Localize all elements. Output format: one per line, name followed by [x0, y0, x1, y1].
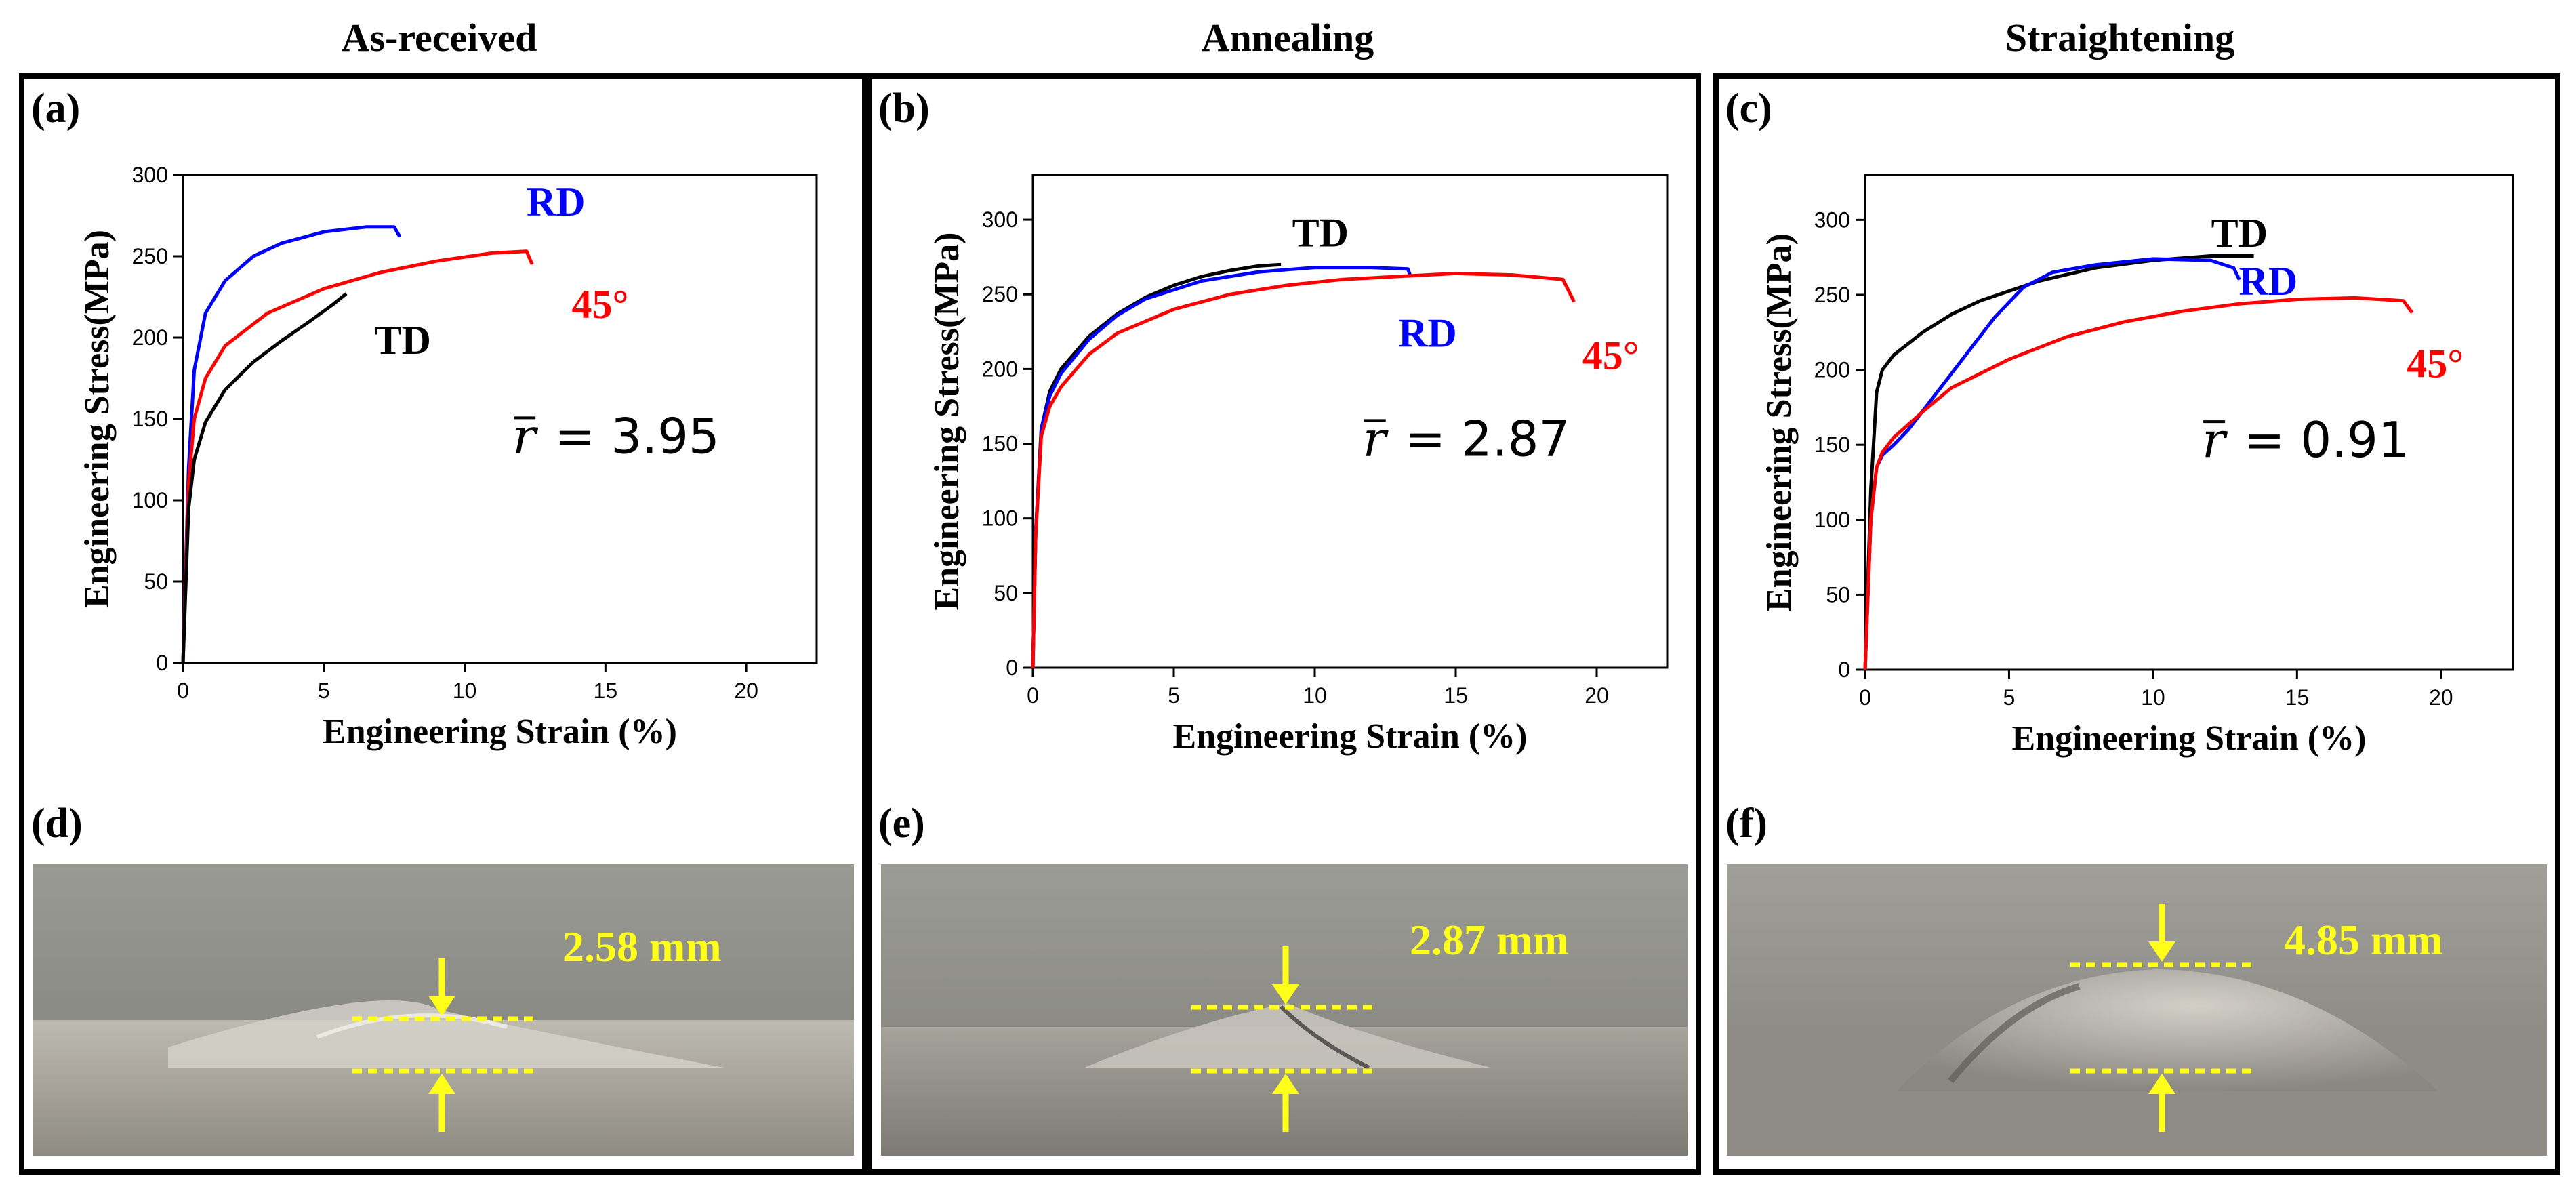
x-tick-label: 5 — [1168, 683, 1180, 708]
x-tick-label: 5 — [318, 678, 330, 703]
r-bar-value: = 3.95 — [554, 407, 720, 464]
y-axis-label: Engineering Stress(MPa) — [928, 232, 966, 611]
x-tick-label: 20 — [1585, 683, 1609, 708]
y-tick-label: 150 — [132, 407, 168, 431]
series-label-td: TD — [375, 318, 431, 363]
y-tick-label: 300 — [132, 163, 168, 187]
r-bar-value: = 2.87 — [1405, 410, 1570, 467]
frame-straightening — [1713, 73, 2560, 1175]
x-tick-label: 10 — [2141, 685, 2165, 710]
panel-label-f: (f) — [1725, 801, 1767, 847]
y-tick-label: 0 — [1838, 657, 1850, 682]
y-tick-label: 50 — [1826, 582, 1850, 607]
y-tick-label: 150 — [982, 432, 1018, 456]
x-tick-label: 10 — [453, 678, 477, 703]
y-tick-label: 50 — [994, 581, 1018, 605]
y-tick-label: 250 — [1814, 283, 1850, 307]
plot-frame — [1864, 174, 2514, 671]
arrow-down-head — [428, 996, 455, 1016]
x-tick-label: 5 — [2003, 685, 2016, 710]
series-label-td: TD — [2211, 211, 2268, 256]
panel-label-a: (a) — [31, 85, 81, 131]
series-label-45deg: 45° — [1582, 333, 1639, 378]
y-tick-label: 200 — [132, 325, 168, 350]
x-axis-label: Engineering Strain (%) — [2012, 719, 2367, 758]
arrow-up-head — [2148, 1074, 2175, 1094]
series-label-td: TD — [1292, 211, 1349, 256]
frame-as-received — [19, 73, 867, 1175]
y-tick-label: 200 — [1814, 358, 1850, 382]
y-tick-label: 300 — [1814, 207, 1850, 232]
x-tick-label: 20 — [2429, 685, 2453, 710]
panel-label-d: (d) — [31, 801, 83, 847]
series-line-rd — [181, 225, 402, 664]
x-tick-label: 10 — [1303, 683, 1327, 708]
series-label-rd: RD — [2239, 259, 2298, 304]
panel-label-e: (e) — [878, 801, 925, 847]
series-line-45deg — [1031, 271, 1576, 668]
series-label-rd: RD — [527, 180, 586, 224]
r-bar-value: = 0.91 — [2244, 411, 2409, 468]
series-line-rd — [1031, 266, 1412, 668]
series-line-45deg — [1863, 296, 2414, 670]
series-line-45deg — [181, 249, 534, 664]
y-tick-label: 300 — [982, 207, 1018, 232]
panel-label-c: (c) — [1725, 85, 1772, 131]
column-title-annealing: Annealing — [1201, 16, 1374, 60]
arrow-down-head — [2148, 941, 2175, 962]
x-tick-label: 15 — [1444, 683, 1468, 708]
y-axis-label: Engineering Stress(MPa) — [1760, 233, 1799, 611]
x-tick-label: 20 — [734, 678, 758, 703]
y-tick-label: 50 — [144, 569, 168, 594]
y-tick-label: 0 — [156, 651, 168, 675]
x-axis-label: Engineering Strain (%) — [1173, 717, 1528, 756]
arrow-down-head — [1272, 984, 1299, 1005]
x-tick-label: 15 — [2285, 685, 2310, 710]
dome-height-as-received: 2.58 mm — [563, 923, 722, 971]
arrow-up-head — [428, 1074, 455, 1094]
y-tick-label: 0 — [1006, 655, 1018, 680]
y-tick-label: 100 — [982, 506, 1018, 531]
x-tick-label: 0 — [1027, 683, 1039, 708]
series-label-45deg: 45° — [2407, 342, 2463, 386]
column-title-as-received: As-received — [341, 16, 537, 60]
y-tick-label: 250 — [982, 282, 1018, 306]
panel-label-b: (b) — [878, 85, 930, 131]
series-label-45deg: 45° — [571, 282, 628, 327]
series-label-rd: RD — [1398, 310, 1457, 355]
series-line-td — [181, 292, 348, 664]
y-tick-label: 100 — [132, 488, 168, 512]
y-tick-label: 100 — [1814, 508, 1850, 532]
x-axis-label: Engineering Strain (%) — [323, 712, 677, 751]
plot-frame — [1031, 174, 1669, 669]
photo-dome-straightening — [1727, 864, 2547, 1156]
y-axis-label: Engineering Stress(MPa) — [78, 230, 117, 608]
y-tick-label: 150 — [1814, 432, 1850, 457]
dome-height-straightening: 4.85 mm — [2284, 916, 2443, 964]
x-tick-label: 0 — [177, 678, 189, 703]
y-tick-label: 250 — [132, 244, 168, 268]
x-tick-label: 0 — [1859, 685, 1871, 710]
column-title-straightening: Straightening — [2005, 16, 2235, 60]
x-tick-label: 15 — [594, 678, 618, 703]
y-tick-label: 200 — [982, 357, 1018, 381]
arrow-up-head — [1272, 1074, 1299, 1094]
dome-height-annealing: 2.87 mm — [1410, 916, 1569, 964]
frame-annealing — [866, 73, 1701, 1175]
